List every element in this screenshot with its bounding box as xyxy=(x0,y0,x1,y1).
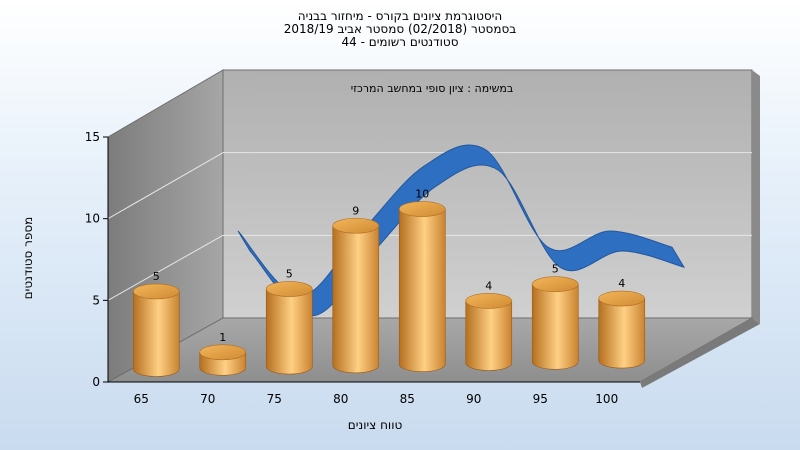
bar xyxy=(531,276,579,370)
data-label: 5 xyxy=(286,268,293,281)
data-label: 5 xyxy=(552,263,559,276)
chart-title-line1: היסטוגרמת ציונים בקורס - מיחזור בבניה xyxy=(297,9,503,23)
bar-body xyxy=(531,283,579,370)
data-label: 1 xyxy=(219,331,226,344)
bar xyxy=(132,283,180,377)
gridline-side xyxy=(107,234,224,301)
data-label: 4 xyxy=(485,279,492,292)
bar-body xyxy=(332,225,380,374)
bar-cap xyxy=(398,201,446,217)
bar-body xyxy=(132,291,180,377)
x-tick-label: 80 xyxy=(333,392,348,406)
bar xyxy=(465,293,513,371)
bar-cap xyxy=(598,290,646,307)
data-label: 9 xyxy=(352,204,359,217)
bar-cap xyxy=(332,217,380,234)
x-tick-label: 100 xyxy=(595,392,618,406)
bar xyxy=(332,217,380,374)
bar xyxy=(199,344,247,376)
bar-cap xyxy=(465,293,513,309)
x-tick-label: 85 xyxy=(400,392,415,406)
data-label: 10 xyxy=(415,188,429,201)
bar-body xyxy=(398,208,446,372)
bar xyxy=(598,290,646,369)
x-tick-label: 95 xyxy=(533,392,548,406)
chart-title-line3: סטודנטים רשומים - 44 xyxy=(341,35,459,49)
bar-body xyxy=(465,300,513,371)
floor-edge xyxy=(640,318,760,388)
chart-titles: היסטוגרמת ציונים בקורס - מיחזור בבניה בס… xyxy=(0,10,800,49)
y-tick-label: 10 xyxy=(85,212,100,226)
gridline-side xyxy=(107,152,224,220)
y-tick-label: 15 xyxy=(85,130,100,144)
bar-cap xyxy=(132,283,180,300)
bar xyxy=(398,201,446,372)
bar-body xyxy=(598,298,646,369)
y-tick-label: 0 xyxy=(92,375,100,389)
x-tick-label: 65 xyxy=(134,392,149,406)
chart-title-line2: בסמסטר (02/2018) סמסטר אביב 2018/19 xyxy=(283,22,517,36)
bar-cap xyxy=(531,276,579,293)
x-tick-label: 90 xyxy=(466,392,481,406)
data-label: 5 xyxy=(153,270,160,283)
bar-cap xyxy=(265,281,313,297)
y-axis-label: מספר סטודנטים xyxy=(21,216,35,300)
bar-body xyxy=(265,288,313,375)
back-wall-edge xyxy=(752,70,760,324)
bar xyxy=(265,281,313,375)
bar-cap xyxy=(199,344,247,361)
x-tick-label: 75 xyxy=(267,392,282,406)
x-axis-label: טווח ציונים xyxy=(347,418,403,432)
data-label: 4 xyxy=(618,277,625,290)
chart-subtitle: במשימה : ציון סופי במחשב המרכזי xyxy=(351,82,514,95)
y-tick-label: 5 xyxy=(92,293,100,307)
x-tick-label: 70 xyxy=(200,392,215,406)
